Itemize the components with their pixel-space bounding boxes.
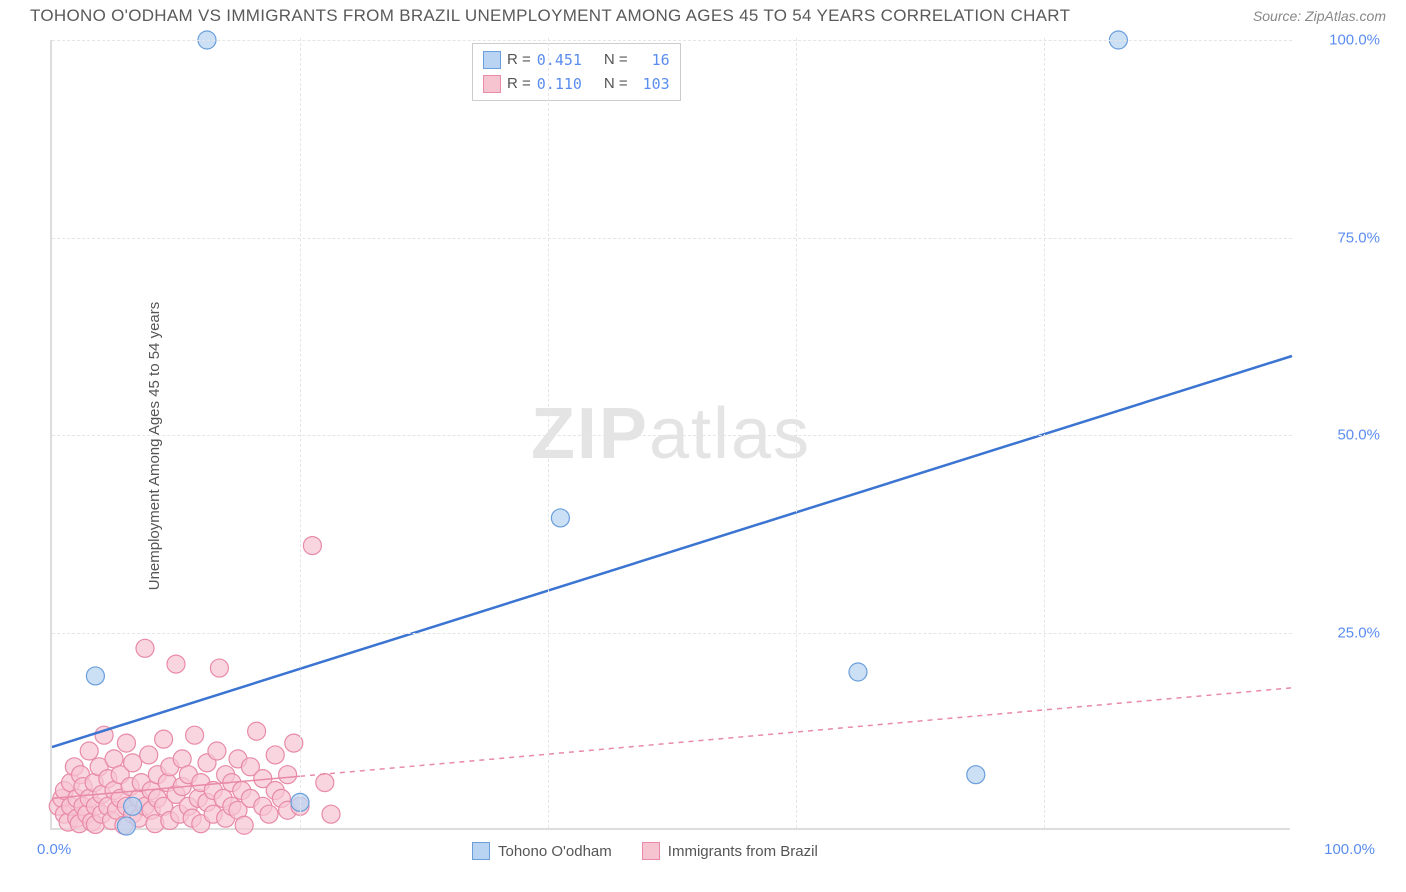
data-point [124,754,142,772]
n-label: N = [604,48,628,72]
y-tick-label: 25.0% [1337,624,1380,641]
gridline-horizontal [52,40,1292,41]
legend-label: Immigrants from Brazil [668,843,818,860]
data-point [248,722,266,740]
data-point [117,734,135,752]
data-point [155,730,173,748]
y-tick-label: 50.0% [1337,427,1380,444]
legend-swatch [642,842,660,860]
data-point [208,742,226,760]
n-label: N = [604,72,628,96]
legend-label: Tohono O'odham [498,843,612,860]
legend-swatch [472,842,490,860]
gridline-vertical [548,38,549,828]
gridline-vertical [1044,38,1045,828]
data-point [266,746,284,764]
y-tick-label: 75.0% [1337,229,1380,246]
plot-container: ZIPatlas R =0.451N =16R =0.110N =103 0.0… [50,40,1390,830]
data-point [849,663,867,681]
n-value: 103 [634,72,670,96]
legend-row: R =0.451 N =16 [483,48,670,72]
x-tick-max: 100.0% [1324,841,1375,858]
legend-swatch [483,51,501,69]
trend-line [52,356,1292,747]
legend-item: Tohono O'odham [472,842,612,860]
data-point [186,726,204,744]
gridline-horizontal [52,435,1292,436]
correlation-legend: R =0.451 N =16 R =0.110 N =103 [472,43,681,101]
data-point [210,659,228,677]
plot-area: ZIPatlas R =0.451N =16R =0.110N =103 0.0… [50,40,1290,830]
r-label: R = [507,48,531,72]
data-point [167,655,185,673]
legend-row: R =0.110 N =103 [483,72,670,96]
data-point [235,816,253,834]
data-point [316,774,334,792]
y-tick-label: 100.0% [1329,32,1380,49]
data-point [80,742,98,760]
data-point [322,805,340,823]
r-value: 0.451 [537,48,582,72]
source-label: Source: ZipAtlas.com [1253,8,1386,24]
series-legend: Tohono O'odham Immigrants from Brazil [472,842,818,860]
x-tick-min: 0.0% [37,841,71,858]
gridline-vertical [796,38,797,828]
data-point [86,667,104,685]
data-point [117,817,135,835]
data-point [967,766,985,784]
n-value: 16 [634,48,670,72]
r-label: R = [507,72,531,96]
chart-title: TOHONO O'ODHAM VS IMMIGRANTS FROM BRAZIL… [30,6,1070,26]
data-point [124,797,142,815]
gridline-horizontal [52,238,1292,239]
data-point [279,766,297,784]
data-point [140,746,158,764]
data-point [303,537,321,555]
gridline-horizontal [52,633,1292,634]
r-value: 0.110 [537,72,582,96]
data-point [260,805,278,823]
gridline-vertical [300,38,301,828]
legend-swatch [483,75,501,93]
data-point [551,509,569,527]
legend-item: Immigrants from Brazil [642,842,818,860]
data-point [136,639,154,657]
